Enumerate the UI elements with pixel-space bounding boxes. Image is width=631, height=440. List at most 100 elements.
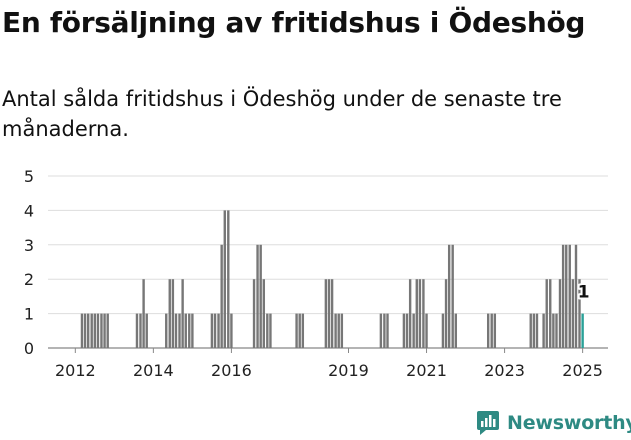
bar <box>90 313 93 348</box>
bar <box>135 313 139 348</box>
bar <box>334 313 337 348</box>
bar <box>412 313 415 348</box>
y-tick-label: 0 <box>24 339 34 358</box>
bar <box>535 313 539 348</box>
x-tick-label: 2012 <box>55 361 96 380</box>
bar <box>96 313 100 348</box>
bar <box>168 279 171 348</box>
bar <box>171 279 175 348</box>
bar <box>441 313 445 348</box>
bar <box>571 279 575 348</box>
chart-subtitle: Antal sålda fritidshus i Ödeshög under d… <box>2 87 562 141</box>
bar <box>422 279 425 348</box>
bar <box>210 313 214 348</box>
bar <box>259 244 262 348</box>
newsworthy-logo-icon <box>477 411 499 435</box>
bar <box>383 313 386 348</box>
bar <box>447 244 451 348</box>
x-tick-label: 2023 <box>484 361 525 380</box>
bar <box>327 279 331 348</box>
bar <box>145 313 148 348</box>
bar <box>330 279 334 348</box>
bar <box>86 313 90 348</box>
bar <box>227 210 230 348</box>
bar <box>405 313 409 348</box>
bar <box>552 313 555 348</box>
bar <box>454 313 458 348</box>
data-label-latest: 1 <box>578 283 590 303</box>
x-tick-label: 2014 <box>133 361 174 380</box>
bar <box>174 313 178 348</box>
y-tick-label: 2 <box>24 270 34 289</box>
bar <box>142 279 145 348</box>
bar <box>561 244 565 348</box>
bar <box>545 279 548 348</box>
y-tick-label: 1 <box>24 305 34 324</box>
bar <box>80 313 84 348</box>
x-tick-label: 2016 <box>211 361 252 380</box>
y-tick-label: 5 <box>24 167 34 186</box>
bar <box>558 279 562 348</box>
bar <box>191 313 194 348</box>
bar <box>213 313 217 348</box>
bar <box>340 313 344 348</box>
bar <box>230 313 233 348</box>
bar <box>100 313 103 348</box>
bar <box>324 279 328 348</box>
bar <box>425 313 428 348</box>
bar <box>568 244 571 348</box>
bar <box>574 244 578 348</box>
bar <box>486 313 490 348</box>
bar <box>256 244 259 348</box>
bar <box>103 313 106 348</box>
bar <box>301 313 305 348</box>
bar <box>542 313 545 348</box>
bar <box>106 313 109 348</box>
bar <box>266 313 269 348</box>
bar <box>532 313 536 348</box>
bar <box>549 279 552 348</box>
x-tick-label: 2025 <box>562 361 603 380</box>
bar <box>337 313 340 348</box>
brand-name: Newsworthy <box>507 412 631 434</box>
bar <box>386 313 389 348</box>
bar <box>252 279 256 348</box>
bar <box>298 313 301 348</box>
bar <box>181 279 184 348</box>
newsworthy-brand: Newsworthy <box>476 406 631 440</box>
bar <box>578 279 581 348</box>
y-tick-label: 3 <box>24 236 34 255</box>
bar <box>408 279 412 348</box>
bar <box>379 313 383 348</box>
bar <box>83 313 87 348</box>
bar <box>490 313 493 348</box>
data-label-halo: 1 <box>578 283 590 303</box>
bar <box>223 210 226 348</box>
bar <box>451 244 454 348</box>
bar <box>93 313 97 348</box>
x-tick-label: 2019 <box>328 361 369 380</box>
bar <box>165 313 168 348</box>
bar <box>565 244 568 348</box>
bar <box>493 313 497 348</box>
bar <box>555 313 558 348</box>
x-tick-label: 2021 <box>406 361 447 380</box>
bar <box>418 279 422 348</box>
bar <box>139 313 142 348</box>
bar <box>262 279 266 348</box>
bar <box>217 313 220 348</box>
bar <box>529 313 532 348</box>
bar <box>188 313 191 348</box>
bar <box>269 313 272 348</box>
bar <box>220 244 223 348</box>
bar-latest <box>581 313 584 348</box>
bar <box>415 279 418 348</box>
bar <box>184 313 187 348</box>
bar <box>444 279 448 348</box>
bar <box>295 313 298 348</box>
bar <box>178 313 181 348</box>
y-tick-label: 4 <box>24 201 34 220</box>
bar <box>402 313 406 348</box>
chart-title: En försäljning av fritidshus i Ödeshög <box>2 6 586 39</box>
